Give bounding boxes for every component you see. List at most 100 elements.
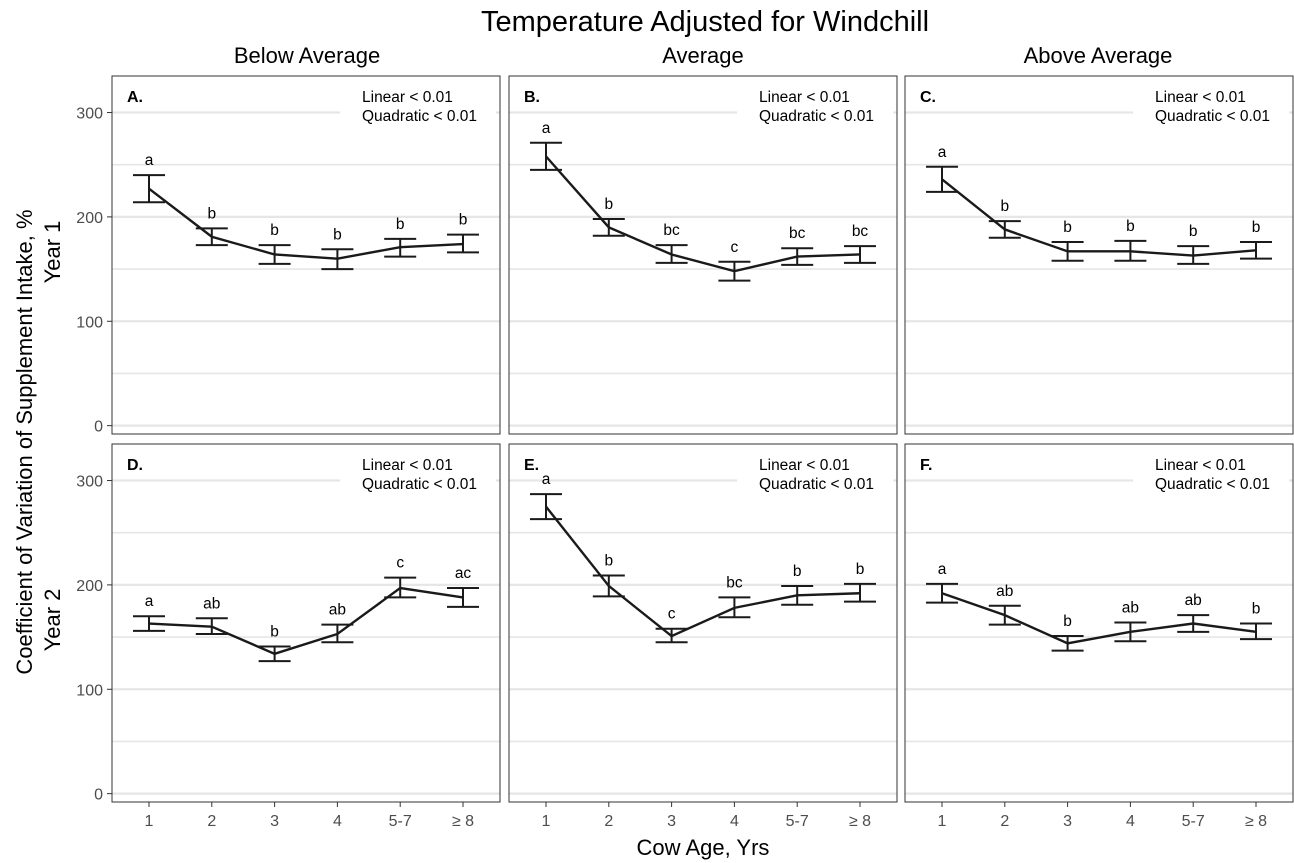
error-bar [133,615,165,632]
error-bar [1240,622,1272,641]
significance-letter: bc [726,574,743,591]
significance-letter: a [542,120,551,137]
error-bar [1177,245,1210,265]
error-bar [321,623,354,644]
y-tick-label: 300 [76,106,103,123]
significance-letter: a [145,593,154,610]
error-bar [321,248,354,271]
stats-background [737,450,893,496]
significance-letter: b [1189,223,1198,240]
x-tick-label: 4 [730,813,739,830]
error-bar [1114,239,1147,262]
panel-border [904,443,1294,803]
significance-letter: ac [455,565,472,582]
panel-d: D. Linear < 0.01 Quadratic < 0.01 a ab b ab c ac [111,443,501,803]
series-line [148,187,464,260]
error-bar [592,217,625,237]
y-tick-label: 0 [94,419,103,436]
significance-letter: b [604,553,613,570]
error-bar [258,244,291,265]
x-tick-label: 4 [333,813,342,830]
y-tick-label: 200 [76,578,103,595]
row-label-year-1: Year 1 [40,221,65,284]
chart-title: Temperature Adjusted for Windchill [481,6,929,38]
y-axis-title: Coefficient of Variation of Supplement I… [12,209,37,674]
panel-tag: B. [524,89,540,106]
panel-border [508,443,898,803]
linear-stat: Linear < 0.01 [759,457,850,474]
error-bar [844,582,876,603]
significance-letter: b [793,563,802,580]
panel-border [111,443,501,803]
stats-background [340,82,496,128]
panel-a: A. Linear < 0.01 Quadratic < 0.01 a b b b b b [111,75,501,435]
quadratic-stat: Quadratic < 0.01 [759,476,874,493]
significance-letter: b [1252,219,1261,236]
error-bar [195,227,228,247]
panel-tag: A. [127,89,143,106]
x-tick-label: 5-7 [1182,813,1205,830]
significance-letter: b [1063,613,1072,630]
panel-tag: F. [920,457,932,474]
row-label-year-2: Year 2 [40,589,65,652]
panel-tag: D. [127,457,143,474]
significance-letter: ab [203,595,220,612]
panel-b: B. Linear < 0.01 Quadratic < 0.01 a b bc c bc bc [508,75,898,435]
significance-letter: b [270,222,279,239]
column-label-below-average: Below Average [234,43,380,68]
error-bar [718,260,751,282]
significance-letter: b [1252,601,1261,618]
panel-border [508,75,898,435]
quadratic-stat: Quadratic < 0.01 [362,476,477,493]
x-tick-label: ≥ 8 [1245,813,1267,830]
panel-tag: E. [524,457,539,474]
significance-letter: b [270,623,279,640]
significance-letter: ab [1122,599,1139,616]
significance-letter: a [938,144,947,161]
linear-stat: Linear < 0.01 [362,89,453,106]
significance-letter: b [207,205,216,222]
significance-letter: b [604,196,613,213]
significance-letter: c [731,239,739,256]
x-tick-label: 4 [1126,813,1135,830]
error-bar [447,587,479,608]
error-bar [655,244,688,264]
error-bar [1177,614,1210,633]
series-line [941,592,1257,645]
error-bar [530,493,562,521]
linear-stat: Linear < 0.01 [362,457,453,474]
error-bar [1051,635,1084,652]
x-tick-label: 1 [938,813,947,830]
stats-background [340,450,496,496]
quadratic-stat: Quadratic < 0.01 [362,108,477,125]
error-bar [988,220,1021,239]
x-tick-label: 3 [1063,813,1072,830]
panel-border [904,75,1294,435]
error-bar [926,165,958,193]
y-tick-label: 200 [76,210,103,227]
series-line [148,586,464,656]
stats-background [737,82,893,128]
significance-letter: bc [663,222,680,239]
error-bar [1114,621,1147,643]
x-tick-label: 3 [270,813,279,830]
panel-f: F. Linear < 0.01 Quadratic < 0.01 a ab b ab ab b [904,443,1294,803]
significance-letter: b [1126,218,1135,235]
x-tick-label: 1 [542,813,551,830]
x-tick-label: 2 [1000,813,1009,830]
y-tick-label: 100 [76,682,103,699]
x-tick-label: 3 [667,813,676,830]
stats-background [1133,82,1289,128]
x-axis-title: Cow Age, Yrs [637,835,770,860]
error-bar [384,576,417,599]
significance-letter: a [938,561,947,578]
y-tick-label: 100 [76,314,103,331]
significance-letter: b [333,226,342,243]
significance-letter: ab [1185,592,1202,609]
series-line [545,505,861,638]
error-bar [781,247,814,266]
significance-letter: bc [789,225,806,242]
error-bar [384,237,417,258]
x-tick-label: 2 [604,813,613,830]
